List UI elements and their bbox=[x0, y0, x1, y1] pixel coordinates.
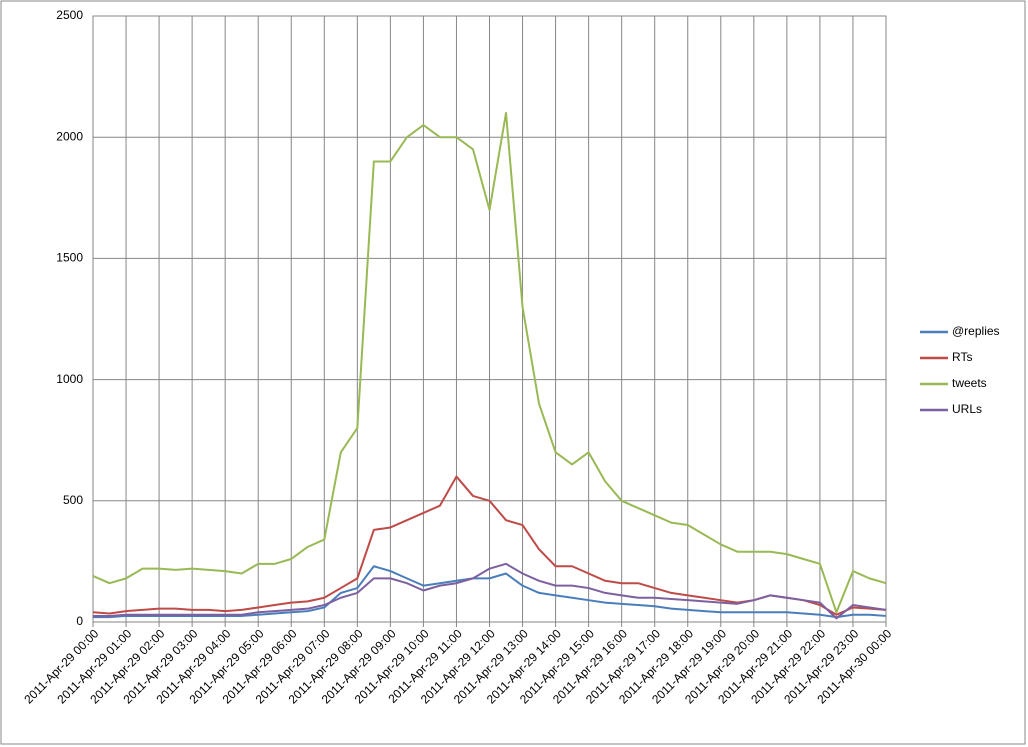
legend-label: URLs bbox=[952, 402, 982, 416]
y-tick-label: 1000 bbox=[56, 372, 83, 386]
y-tick-label: 2500 bbox=[56, 8, 83, 22]
y-tick-label: 500 bbox=[63, 493, 83, 507]
y-tick-label: 0 bbox=[76, 614, 83, 628]
series-line bbox=[92, 111, 887, 614]
legend-label: @replies bbox=[952, 324, 1000, 338]
series-line bbox=[93, 562, 887, 620]
legend-label: tweets bbox=[952, 376, 987, 390]
legend-label: RTs bbox=[952, 350, 972, 364]
series-line bbox=[93, 565, 887, 619]
plot-border bbox=[92, 15, 887, 623]
y-tick-label: 1500 bbox=[56, 251, 83, 265]
y-tick-label: 2000 bbox=[56, 129, 83, 143]
